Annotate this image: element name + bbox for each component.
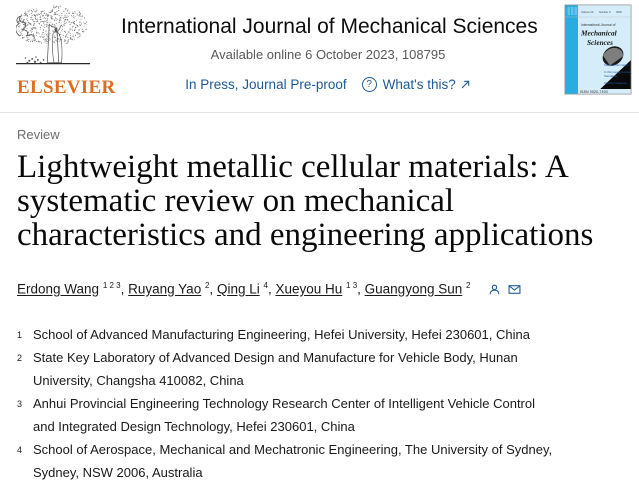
- svg-text:Subject information: Subject information: [604, 63, 629, 67]
- svg-text:Sciences: Sciences: [587, 38, 613, 47]
- svg-text:Abstract analyses: Abstract analyses: [604, 81, 627, 85]
- svg-text:Standard): Standard): [604, 74, 617, 78]
- svg-text:Volume 00: Volume 00: [581, 10, 594, 14]
- svg-text:ISSN 0020-7403: ISSN 0020-7403: [580, 90, 608, 94]
- svg-text:Mechanical: Mechanical: [580, 29, 618, 38]
- svg-text:0000: 0000: [616, 10, 622, 14]
- svg-text:International Journal of: International Journal of: [581, 23, 617, 27]
- svg-text:Number 0: Number 0: [599, 10, 611, 14]
